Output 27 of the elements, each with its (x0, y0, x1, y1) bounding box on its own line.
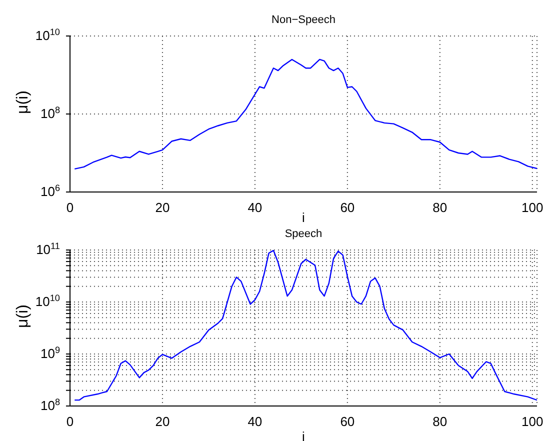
x-tick-label: 0 (66, 414, 74, 429)
x-axis-title: i (302, 429, 306, 441)
x-tick-label: 60 (340, 414, 355, 429)
y-axis-title: μ(i) (14, 304, 32, 328)
y-tick-label: 10$^{10}$ (35, 27, 60, 43)
x-tick-label: 40 (248, 200, 262, 215)
x-tick-label: 100 (522, 414, 544, 429)
line-series (74, 250, 537, 401)
y-tick-label: 10$^{6}$ (40, 183, 60, 199)
x-tick-label: 80 (432, 414, 448, 429)
x-tick-label: 100 (522, 200, 544, 215)
x-tick-label: 80 (432, 200, 448, 215)
y-tick-label: 10$^{8}$ (40, 397, 60, 413)
x-tick-label: 40 (248, 414, 262, 429)
y-tick-label: 10$^{10}$ (35, 293, 60, 309)
x-tick-label: 20 (155, 200, 170, 215)
line-series (74, 58, 537, 170)
chart-title: Speech (284, 228, 324, 240)
x-tick-label: 20 (155, 414, 170, 429)
x-tick-label: 0 (66, 200, 74, 215)
y-axis-title: μ(i) (14, 90, 32, 114)
x-axis-title: i (302, 210, 306, 225)
y-tick-label: 10$^{9}$ (40, 345, 60, 361)
y-tick-label: 10$^{11}$ (36, 241, 60, 257)
x-tick-label: 60 (340, 200, 355, 215)
chart-title: Non−Speech (270, 14, 336, 26)
y-tick-label: 10$^{8}$ (40, 105, 60, 121)
